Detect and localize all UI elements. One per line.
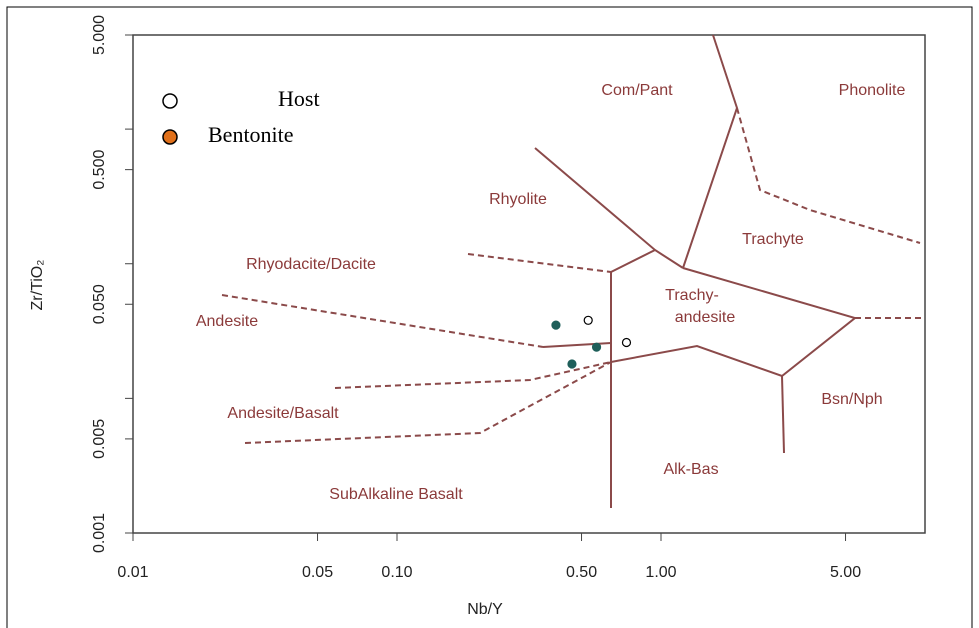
field-label: Com/Pant <box>601 82 673 99</box>
x-tick-label: 5.00 <box>830 564 861 581</box>
legend-marker <box>162 129 178 145</box>
y-tick-label: 0.050 <box>91 284 108 324</box>
figure-frame <box>6 6 973 628</box>
y-axis-label: Zr/TiO₂ <box>29 260 46 311</box>
field-boundaries <box>221 34 925 508</box>
data-point <box>591 342 602 352</box>
x-tick-label: 0.05 <box>302 564 333 581</box>
field-label: Trachyte <box>742 231 804 248</box>
y-tick-label: 5.000 <box>91 15 108 55</box>
legend-label: Host <box>278 86 320 111</box>
field-label: andesite <box>675 309 736 326</box>
x-axis-label: Nb/Y <box>467 601 503 618</box>
y-tick-label: 0.005 <box>91 419 108 459</box>
field-label: Bsn/Nph <box>821 391 882 408</box>
data-point <box>583 315 593 325</box>
field-label: Alk-Bas <box>663 461 718 478</box>
data-point <box>621 337 632 348</box>
field-label: Trachy- <box>665 287 719 304</box>
x-tick-label: 0.10 <box>381 564 412 581</box>
field-label: SubAlkaline Basalt <box>329 486 463 503</box>
field-label: Phonolite <box>839 82 906 99</box>
y-tick-label: 0.500 <box>91 150 108 190</box>
data-point <box>551 320 561 330</box>
plot-frame <box>132 34 926 534</box>
field-label: Rhyodacite/Dacite <box>246 256 376 273</box>
x-tick-label: 1.00 <box>645 564 676 581</box>
legend-marker <box>162 93 178 109</box>
field-label: Rhyolite <box>489 191 547 208</box>
data-point <box>567 359 577 369</box>
field-label: Andesite <box>196 313 258 330</box>
y-tick-label: 0.001 <box>91 513 108 553</box>
field-label: Andesite/Basalt <box>227 405 339 422</box>
x-tick-label: 0.50 <box>566 564 597 581</box>
legend-label: Bentonite <box>208 122 294 147</box>
x-tick-label: 0.01 <box>117 564 148 581</box>
